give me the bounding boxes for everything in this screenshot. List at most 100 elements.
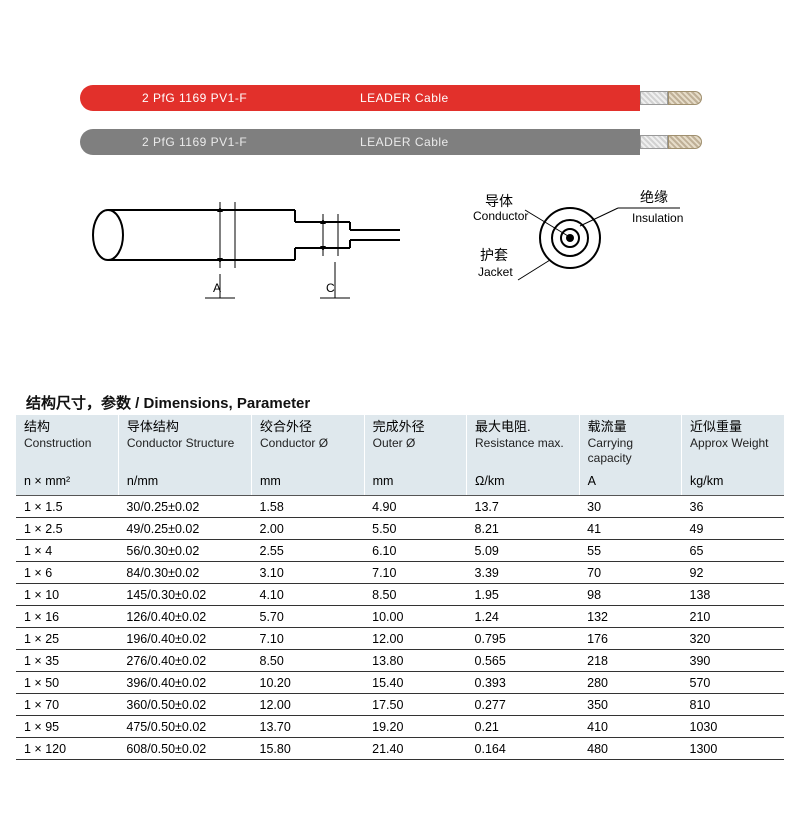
diagram-row: A C 导体 Conductor bbox=[80, 190, 720, 315]
table-cell: 4.90 bbox=[364, 496, 466, 518]
table-cell: 8.50 bbox=[364, 584, 466, 606]
cable-label-right: LEADER Cable bbox=[360, 91, 449, 105]
table-cell: 1 × 120 bbox=[16, 738, 118, 760]
col-header: 导体结构Conductor Structure bbox=[118, 415, 251, 469]
table-cell: 7.10 bbox=[252, 628, 365, 650]
page: 2 PfG 1169 PV1-F LEADER Cable 2 PfG 1169… bbox=[0, 0, 800, 826]
table-row: 1 × 10145/0.30±0.024.108.501.9598138 bbox=[16, 584, 784, 606]
cable-label-right: LEADER Cable bbox=[360, 135, 449, 149]
cable-gray: 2 PfG 1169 PV1-F LEADER Cable bbox=[80, 129, 720, 155]
table-cell: 98 bbox=[579, 584, 681, 606]
table-cell: 15.80 bbox=[252, 738, 365, 760]
table-cell: 1 × 70 bbox=[16, 694, 118, 716]
table-row: 1 × 120608/0.50±0.0215.8021.400.16448013… bbox=[16, 738, 784, 760]
table-cell: 0.393 bbox=[467, 672, 580, 694]
conductor-label-en: Conductor bbox=[473, 209, 528, 223]
table-cell: 396/0.40±0.02 bbox=[118, 672, 251, 694]
col-unit: A bbox=[579, 469, 681, 496]
table-row: 1 × 16126/0.40±0.025.7010.001.24132210 bbox=[16, 606, 784, 628]
table-cell: 12.00 bbox=[252, 694, 365, 716]
table-cell: 608/0.50±0.02 bbox=[118, 738, 251, 760]
table-cell: 92 bbox=[682, 562, 784, 584]
col-unit: mm bbox=[364, 469, 466, 496]
jacket-label-en: Jacket bbox=[478, 265, 513, 279]
insulation-label-en: Insulation bbox=[632, 211, 683, 225]
table-cell: 1 × 2.5 bbox=[16, 518, 118, 540]
table-cell: 0.164 bbox=[467, 738, 580, 760]
table-cell: 1 × 35 bbox=[16, 650, 118, 672]
table-cell: 1 × 16 bbox=[16, 606, 118, 628]
table-cell: 1 × 1.5 bbox=[16, 496, 118, 518]
table-cell: 21.40 bbox=[364, 738, 466, 760]
col-unit: Ω/km bbox=[467, 469, 580, 496]
table-row: 1 × 2.549/0.25±0.022.005.508.214149 bbox=[16, 518, 784, 540]
table-cell: 3.10 bbox=[252, 562, 365, 584]
table-cell: 41 bbox=[579, 518, 681, 540]
table-cell: 7.10 bbox=[364, 562, 466, 584]
table-cell: 570 bbox=[682, 672, 784, 694]
table-cell: 12.00 bbox=[364, 628, 466, 650]
col-unit: mm bbox=[252, 469, 365, 496]
col-unit: kg/km bbox=[682, 469, 784, 496]
table-cell: 36 bbox=[682, 496, 784, 518]
table-cell: 132 bbox=[579, 606, 681, 628]
table-cell: 5.50 bbox=[364, 518, 466, 540]
table-cell: 13.70 bbox=[252, 716, 365, 738]
table-cell: 1.95 bbox=[467, 584, 580, 606]
table-cell: 1.24 bbox=[467, 606, 580, 628]
table-row: 1 × 95475/0.50±0.0213.7019.200.214101030 bbox=[16, 716, 784, 738]
table-cell: 196/0.40±0.02 bbox=[118, 628, 251, 650]
table-cell: 17.50 bbox=[364, 694, 466, 716]
table-cell: 480 bbox=[579, 738, 681, 760]
table-cell: 65 bbox=[682, 540, 784, 562]
cable-red: 2 PfG 1169 PV1-F LEADER Cable bbox=[80, 85, 720, 111]
table-cell: 1.58 bbox=[252, 496, 365, 518]
col-header: 载流量Carrying capacity bbox=[579, 415, 681, 469]
table-cell: 1 × 50 bbox=[16, 672, 118, 694]
table-header-row: 结构Construction导体结构Conductor Structure绞合外… bbox=[16, 415, 784, 469]
col-unit: n/mm bbox=[118, 469, 251, 496]
table-row: 1 × 684/0.30±0.023.107.103.397092 bbox=[16, 562, 784, 584]
dim-label-c: C bbox=[326, 281, 335, 295]
table-cell: 10.00 bbox=[364, 606, 466, 628]
table-row: 1 × 456/0.30±0.022.556.105.095565 bbox=[16, 540, 784, 562]
table-cell: 280 bbox=[579, 672, 681, 694]
table-cell: 13.80 bbox=[364, 650, 466, 672]
table-cell: 145/0.30±0.02 bbox=[118, 584, 251, 606]
table-cell: 218 bbox=[579, 650, 681, 672]
table-row: 1 × 1.530/0.25±0.021.584.9013.73036 bbox=[16, 496, 784, 518]
diagram-svg: A C 导体 Conductor bbox=[80, 190, 720, 315]
table-cell: 1 × 95 bbox=[16, 716, 118, 738]
table-cell: 49/0.25±0.02 bbox=[118, 518, 251, 540]
table-cell: 5.09 bbox=[467, 540, 580, 562]
table-cell: 210 bbox=[682, 606, 784, 628]
table-cell: 126/0.40±0.02 bbox=[118, 606, 251, 628]
table-cell: 276/0.40±0.02 bbox=[118, 650, 251, 672]
table-cell: 30 bbox=[579, 496, 681, 518]
table-cell: 320 bbox=[682, 628, 784, 650]
col-header: 结构Construction bbox=[16, 415, 118, 469]
table-cell: 810 bbox=[682, 694, 784, 716]
table-cell: 10.20 bbox=[252, 672, 365, 694]
table-row: 1 × 35276/0.40±0.028.5013.800.565218390 bbox=[16, 650, 784, 672]
cable-illustrations: 2 PfG 1169 PV1-F LEADER Cable 2 PfG 1169… bbox=[80, 85, 720, 173]
table-cell: 475/0.50±0.02 bbox=[118, 716, 251, 738]
table-cell: 390 bbox=[682, 650, 784, 672]
table-cell: 6.10 bbox=[364, 540, 466, 562]
table-cell: 1300 bbox=[682, 738, 784, 760]
table-row: 1 × 25196/0.40±0.027.1012.000.795176320 bbox=[16, 628, 784, 650]
cable-label-left: 2 PfG 1169 PV1-F bbox=[142, 135, 247, 149]
cable-side-view-icon: A C bbox=[93, 202, 400, 298]
table-cell: 350 bbox=[579, 694, 681, 716]
table-cell: 0.21 bbox=[467, 716, 580, 738]
jacket-label-cn: 护套 bbox=[480, 247, 508, 263]
table-cell: 410 bbox=[579, 716, 681, 738]
col-header: 最大电阻.Resistance max. bbox=[467, 415, 580, 469]
conductor-label-cn: 导体 bbox=[485, 193, 513, 209]
table-cell: 0.277 bbox=[467, 694, 580, 716]
table-cell: 3.39 bbox=[467, 562, 580, 584]
table-cell: 55 bbox=[579, 540, 681, 562]
table-cell: 5.70 bbox=[252, 606, 365, 628]
table-cell: 1030 bbox=[682, 716, 784, 738]
table-row: 1 × 70360/0.50±0.0212.0017.500.277350810 bbox=[16, 694, 784, 716]
